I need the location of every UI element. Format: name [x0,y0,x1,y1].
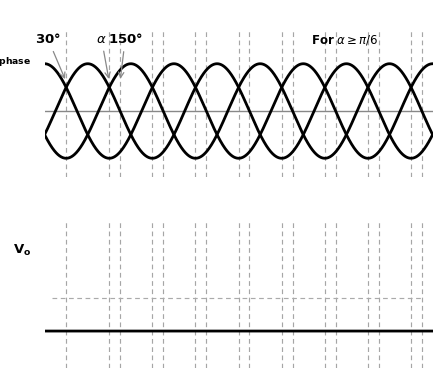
Text: $\mathbf{For}$ $\alpha\geq\pi/6$: $\mathbf{For}$ $\alpha\geq\pi/6$ [311,33,379,47]
Text: $\mathbf{V_o}$: $\mathbf{V_o}$ [13,243,32,258]
Text: $\mathbf{V_{phase}}$: $\mathbf{V_{phase}}$ [0,51,32,67]
Text: $\mathbf{150°}$: $\mathbf{150°}$ [107,32,143,77]
Text: $\mathbf{30°}$: $\mathbf{30°}$ [35,32,65,78]
Text: $\alpha$: $\alpha$ [96,33,110,78]
